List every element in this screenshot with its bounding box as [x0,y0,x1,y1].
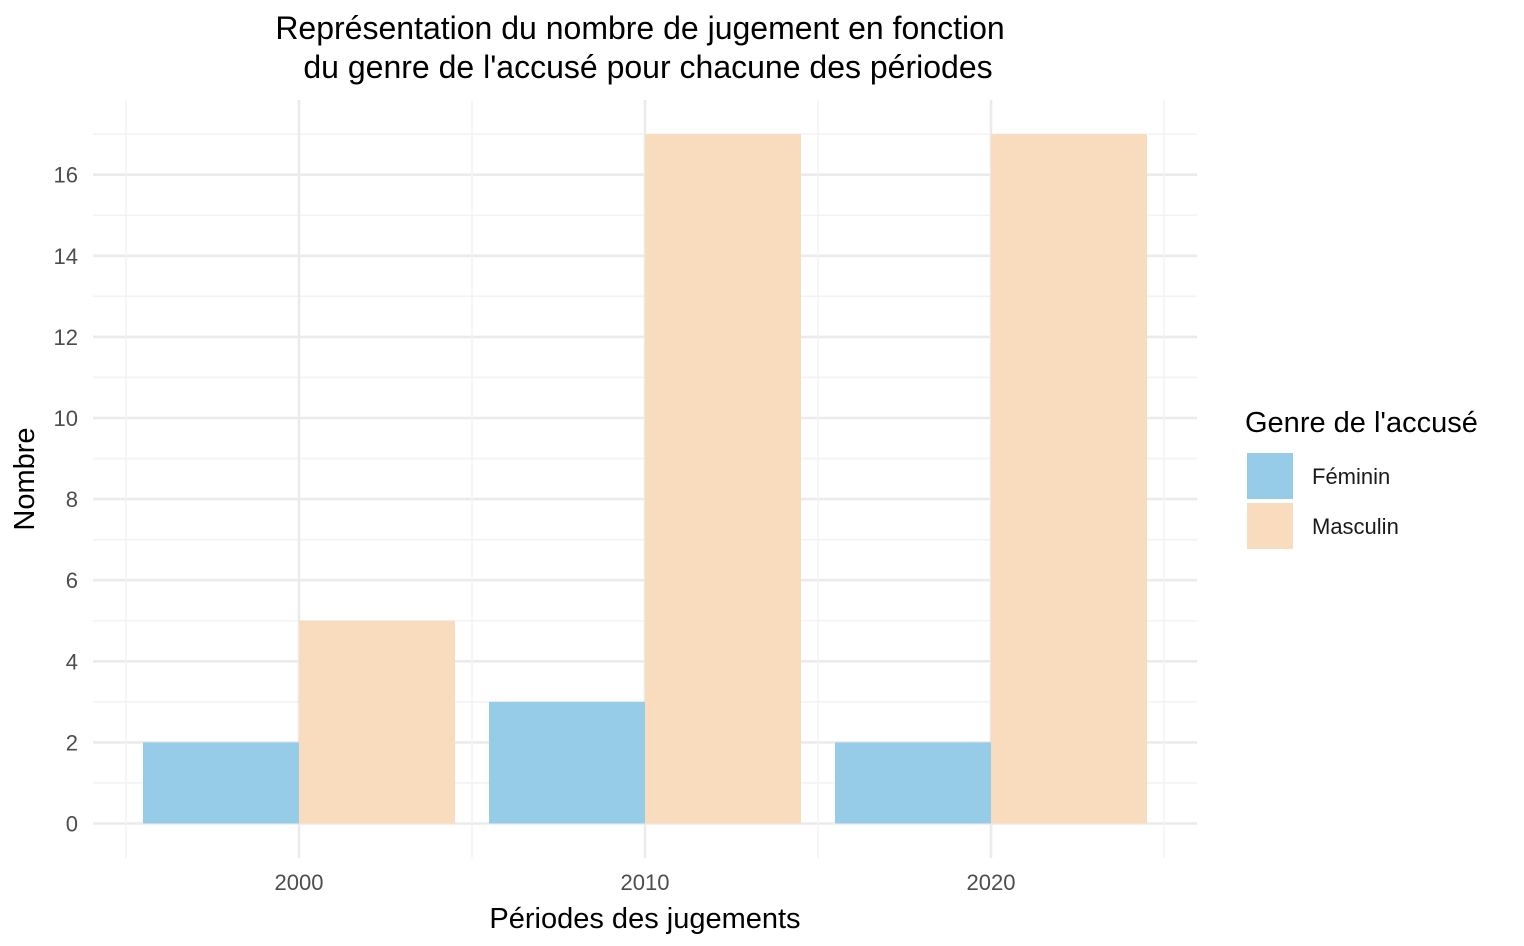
x-axis-ticks: 2000 2010 2020 [275,870,1016,895]
legend-items: Féminin Masculin [1247,453,1399,549]
y-axis-title: Nombre [9,427,41,530]
y-tick-label: 14 [54,244,78,269]
y-tick-label: 0 [66,812,78,837]
legend-swatch-masculin [1247,503,1293,549]
legend-title: Genre de l'accusé [1245,407,1478,439]
chart-title-line-2: du genre de l'accusé pour chacune des pé… [303,49,992,85]
x-tick-label: 2000 [275,870,324,895]
x-tick-label: 2010 [621,870,670,895]
legend-label-féminin: Féminin [1312,464,1390,489]
bars [143,134,1147,824]
y-tick-label: 8 [66,487,78,512]
y-tick-label: 4 [66,649,78,674]
legend-label-masculin: Masculin [1312,514,1399,539]
legend-swatch-féminin [1247,453,1293,499]
y-tick-label: 16 [54,163,78,188]
bar-masculin-2020 [991,134,1147,824]
bar-féminin-2020 [835,742,991,824]
y-axis-ticks: 0 2 4 6 8 10 12 14 16 [54,163,78,837]
y-tick-label: 10 [54,406,78,431]
chart-title-line-1: Représentation du nombre de jugement en … [275,10,1004,46]
y-tick-label: 6 [66,568,78,593]
bar-masculin-2000 [299,620,455,824]
bar-féminin-2010 [489,701,645,824]
legend: Genre de l'accusé Féminin Masculin [1245,407,1478,549]
bar-féminin-2000 [143,742,299,824]
x-tick-label: 2020 [967,870,1016,895]
x-axis-title: Périodes des jugements [489,903,800,935]
y-tick-label: 2 [66,730,78,755]
bar-masculin-2010 [645,134,801,824]
y-tick-label: 12 [54,325,78,350]
